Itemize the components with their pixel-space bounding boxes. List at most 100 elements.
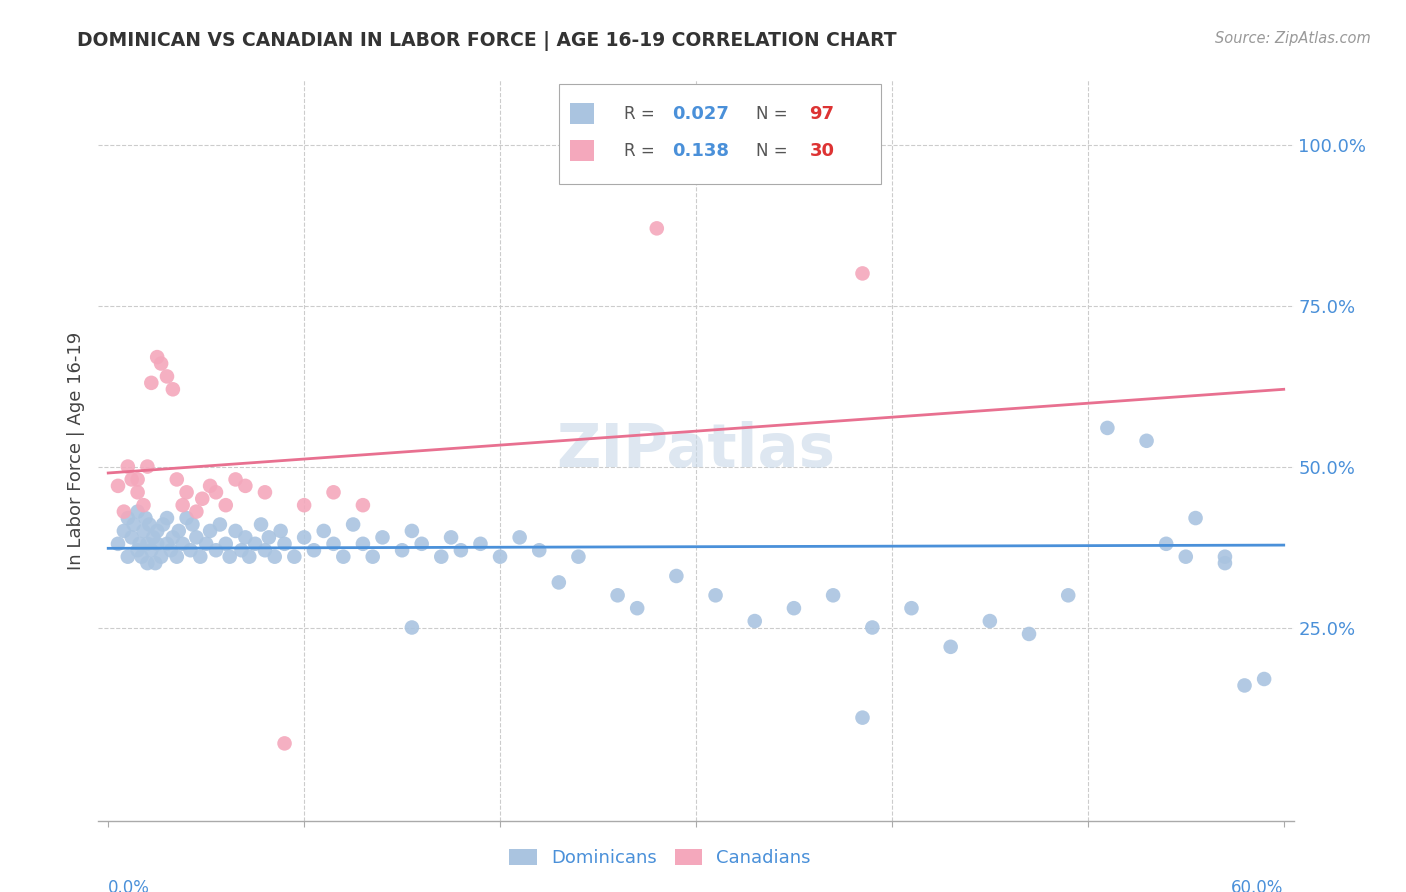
Point (430, 549, 453, 564)
Point (312, 524, 335, 538)
Text: 0.0%: 0.0% (108, 879, 150, 892)
Point (509, 530, 531, 544)
Point (302, 543, 325, 558)
Point (263, 549, 285, 564)
Point (257, 530, 280, 544)
Point (146, 537, 169, 551)
Point (860, 620, 883, 634)
Point (107, 537, 129, 551)
Point (215, 537, 238, 551)
Point (166, 472, 188, 486)
Point (179, 543, 201, 558)
Point (939, 640, 962, 654)
Point (470, 537, 492, 551)
Point (1174, 549, 1197, 564)
Point (361, 549, 384, 564)
Point (127, 505, 149, 519)
Point (146, 524, 169, 538)
Y-axis label: In Labor Force | Age 16-19: In Labor Force | Age 16-19 (66, 331, 84, 570)
Point (322, 537, 344, 551)
Point (342, 517, 364, 532)
Legend: Dominicans, Canadians: Dominicans, Canadians (502, 842, 818, 874)
Point (107, 479, 129, 493)
Point (205, 543, 228, 558)
Point (238, 549, 260, 564)
Point (1253, 672, 1275, 686)
Point (188, 549, 211, 564)
Point (195, 537, 218, 551)
Point (142, 530, 165, 544)
Point (198, 524, 221, 538)
Point (181, 517, 204, 532)
Point (205, 485, 228, 500)
Point (783, 601, 806, 615)
Point (166, 549, 188, 564)
Point (141, 376, 163, 390)
Point (112, 524, 135, 538)
Point (131, 549, 153, 564)
Text: N =: N = (756, 104, 793, 122)
Point (489, 549, 512, 564)
Point (134, 511, 156, 525)
Point (186, 505, 208, 519)
Text: R =: R = (624, 104, 661, 122)
Point (156, 511, 179, 525)
Point (1135, 434, 1157, 448)
Point (243, 537, 266, 551)
Point (121, 472, 143, 486)
Point (156, 537, 179, 551)
Point (352, 498, 374, 512)
FancyBboxPatch shape (571, 103, 593, 124)
Point (152, 517, 174, 532)
Point (1018, 627, 1040, 641)
Point (218, 549, 240, 564)
Point (235, 479, 257, 493)
Point (176, 485, 198, 500)
Text: 30: 30 (810, 142, 835, 160)
Point (273, 537, 295, 551)
Point (567, 549, 589, 564)
Point (823, 588, 845, 602)
Text: 97: 97 (810, 104, 835, 122)
Point (606, 588, 628, 602)
Point (117, 459, 139, 474)
Point (352, 537, 374, 551)
Text: 0.027: 0.027 (672, 104, 728, 122)
Point (900, 601, 922, 615)
Text: DOMINICAN VS CANADIAN IN LABOR FORCE | AGE 16-19 CORRELATION CHART: DOMINICAN VS CANADIAN IN LABOR FORCE | A… (77, 31, 897, 51)
Point (141, 543, 163, 558)
Point (127, 543, 149, 558)
Point (172, 498, 194, 512)
Point (704, 588, 727, 602)
Point (292, 530, 315, 544)
Point (744, 614, 766, 628)
Point (172, 537, 194, 551)
Point (225, 472, 247, 486)
Point (225, 524, 247, 538)
Point (253, 485, 276, 500)
Point (1213, 549, 1236, 564)
Point (136, 556, 159, 570)
Point (156, 369, 179, 384)
Point (138, 517, 160, 532)
Point (136, 537, 159, 551)
Text: ZIPatlas: ZIPatlas (557, 421, 835, 480)
Point (332, 549, 354, 564)
Text: R =: R = (624, 142, 661, 160)
Point (162, 382, 184, 396)
Point (851, 711, 873, 725)
Point (122, 517, 145, 532)
Text: 0.138: 0.138 (672, 142, 730, 160)
Point (143, 556, 166, 570)
Point (176, 511, 198, 525)
Point (401, 524, 423, 538)
Point (128, 537, 150, 551)
Point (547, 575, 569, 590)
Point (208, 517, 231, 532)
Point (132, 524, 155, 538)
Point (215, 498, 238, 512)
Point (851, 267, 873, 281)
Point (1233, 678, 1256, 692)
Point (253, 543, 276, 558)
Point (1154, 537, 1177, 551)
